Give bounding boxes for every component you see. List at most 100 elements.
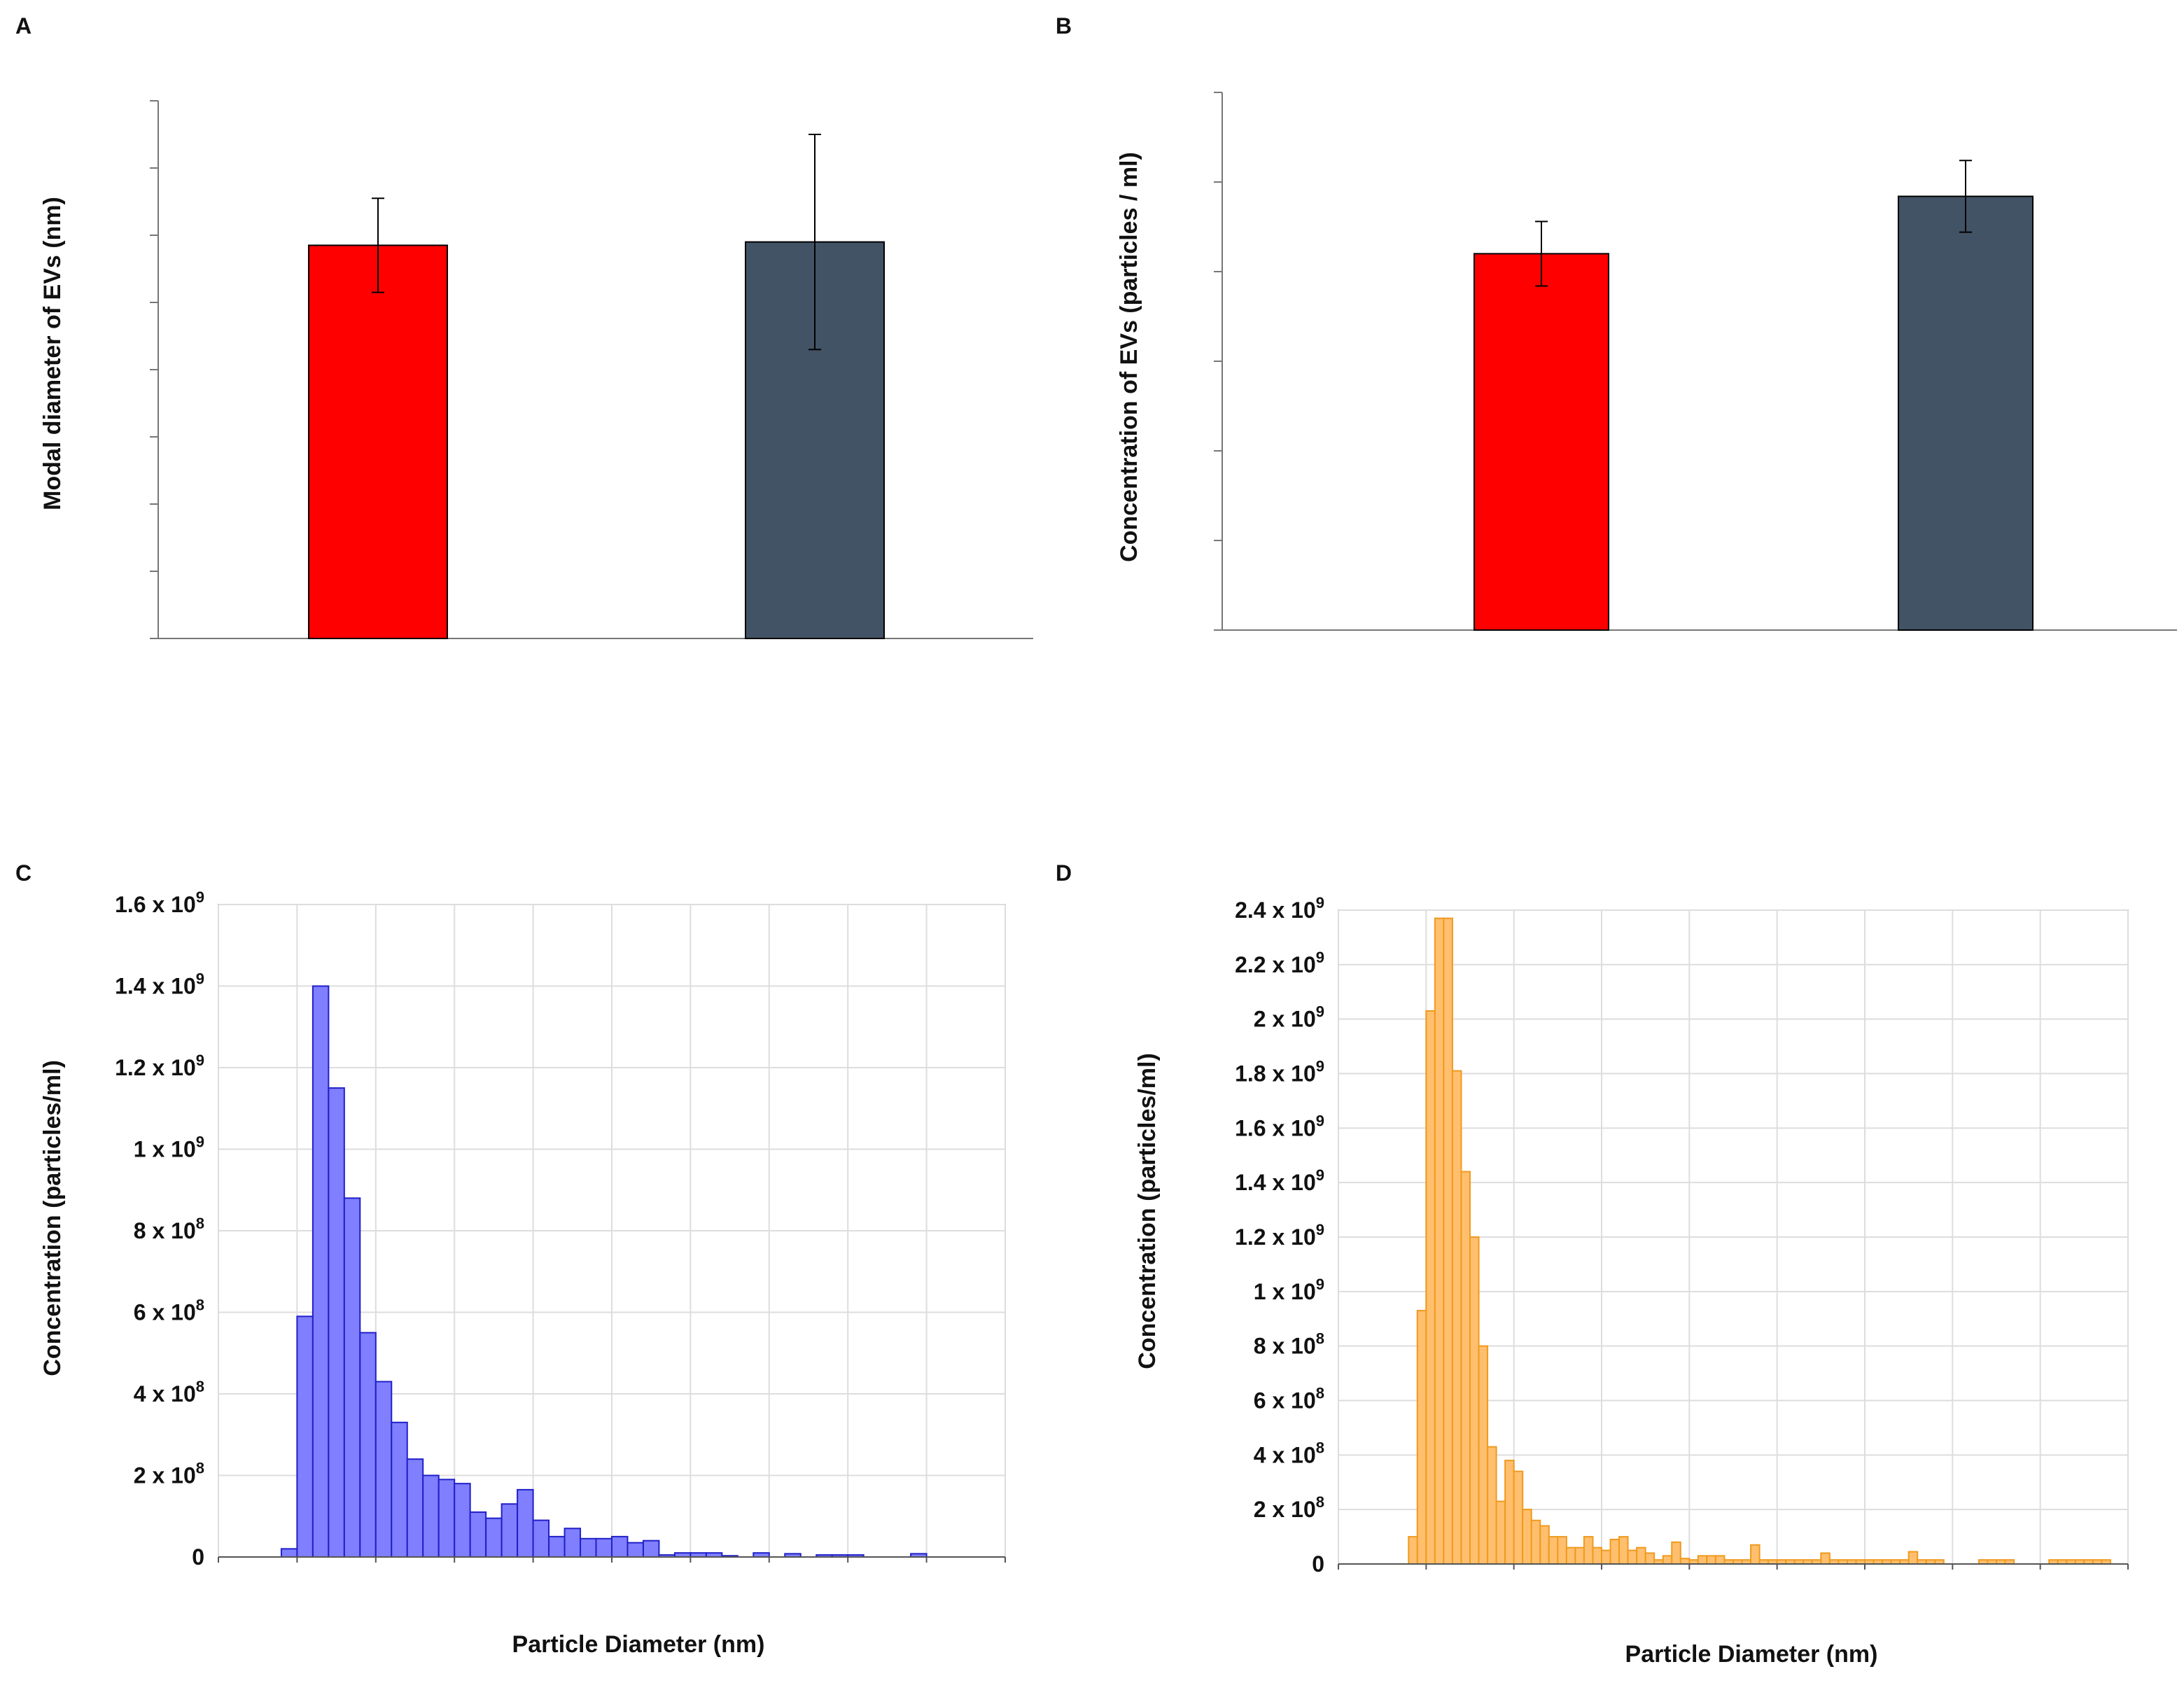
panel-c-histogram-bar: [611, 1535, 629, 1558]
panel-d-y-tick-base: 1.4 x 10: [1235, 1170, 1316, 1195]
panel-b-letter: B: [1056, 13, 1072, 39]
panel-c-histogram-bar: [485, 1517, 503, 1558]
panel-a-letter: A: [15, 13, 31, 39]
panel-d-y-tick-label: 1.4 x 109: [1235, 1166, 1324, 1195]
panel-d-histogram-bar: [1750, 1544, 1760, 1565]
panel-d-histogram-bar: [1416, 1310, 1427, 1565]
panel-b-bar-gbm: [1474, 253, 1609, 631]
panel-c-x-axis-title: Particle Diameter (nm): [512, 1631, 765, 1658]
panel-c-y-tick-base: 6 x 10: [134, 1300, 196, 1325]
panel-d-y-tick-exponent: 8: [1316, 1330, 1324, 1348]
panel-d-y-tick-base: 1.6 x 10: [1235, 1115, 1316, 1140]
panel-c-histogram-bar: [343, 1197, 361, 1558]
panel-c-histogram-bar: [296, 1315, 314, 1558]
panel-d-histogram-bar: [1522, 1509, 1532, 1565]
panel-d-histogram-bar: [1662, 1555, 1673, 1565]
panel-c-histogram-bar: [626, 1542, 644, 1558]
panel-c-y-tick-label: 1 x 109: [134, 1133, 204, 1162]
panel-d-y-tick-label: 0: [1312, 1551, 1324, 1577]
panel-d-histogram-bar: [1820, 1552, 1830, 1565]
panel-d-y-tick-label: 1.6 x 109: [1235, 1112, 1324, 1140]
panel-d-y-tick-exponent: 8: [1316, 1439, 1324, 1456]
panel-d-histogram-bar: [1530, 1519, 1541, 1565]
panel-b-plot: [1214, 92, 2177, 631]
panel-d-y-tick-exponent: 8: [1316, 1493, 1324, 1511]
panel-c-y-tick-base: 0: [192, 1544, 204, 1570]
panel-c-y-tick-label: 1.2 x 109: [115, 1052, 204, 1080]
panel-d-y-tick-base: 2.2 x 10: [1235, 952, 1316, 977]
panel-d-y-tick-exponent: 9: [1316, 1276, 1324, 1293]
panel-d-histogram-bar: [1706, 1555, 1716, 1565]
panel-d-y-tick-label: 8 x 108: [1254, 1330, 1324, 1359]
panel-d-y-tick-base: 2 x 10: [1254, 1007, 1316, 1032]
panel-c-y-tick-exponent: 9: [196, 970, 204, 988]
panel-c-y-tick-exponent: 8: [196, 1215, 204, 1232]
panel-d-histogram-bar: [1627, 1549, 1638, 1565]
panel-d-histogram-bar: [1451, 1070, 1462, 1565]
panel-d-histogram-bar: [1557, 1536, 1567, 1565]
panel-a-y-axis-title: Modal diameter of EVs (nm): [39, 197, 66, 510]
panel-d-histogram-bar: [1460, 1171, 1471, 1565]
panel-d-y-tick-base: 2.4 x 10: [1235, 898, 1316, 923]
panel-d-y-tick-base: 8 x 10: [1254, 1334, 1316, 1359]
panel-c-y-tick-base: 4 x 10: [134, 1381, 196, 1406]
panel-c-y-axis-title: Concentration (particles/ml): [39, 1060, 66, 1376]
panel-c-histogram-bar: [500, 1503, 519, 1558]
panel-c-histogram-bar: [438, 1479, 456, 1558]
panel-d-y-tick-label: 2.4 x 109: [1235, 894, 1324, 923]
panel-b-y-axis-title: Concentration of EVs (particles / ml): [1116, 152, 1142, 562]
panel-d-y-tick-exponent: 9: [1316, 1058, 1324, 1075]
panel-d-y-axis-title: Concentration (particles/ml): [1134, 1053, 1161, 1369]
panel-d-y-tick-exponent: 9: [1316, 1221, 1324, 1238]
panel-d-histogram-bar: [1478, 1345, 1489, 1565]
panel-c-y-tick-label: 6 x 108: [134, 1297, 204, 1325]
panel-c-y-tick-label: 1.6 x 109: [115, 888, 204, 917]
panel-d-y-tick-label: 4 x 108: [1254, 1439, 1324, 1467]
panel-c-histogram-bar: [406, 1458, 424, 1558]
panel-c-y-tick-label: 2 x 108: [134, 1460, 204, 1488]
panel-c-y-tick-label: 0: [192, 1544, 204, 1570]
panel-d-y-tick-label: 1.2 x 109: [1235, 1221, 1324, 1250]
panel-d-histogram-bar: [1618, 1536, 1629, 1565]
panel-c-y-tick-label: 8 x 108: [134, 1215, 204, 1243]
panel-d-histogram-bar: [1495, 1500, 1506, 1565]
panel-c-y-tick-base: 2 x 10: [134, 1463, 196, 1488]
panel-d-y-tick-label: 2.2 x 109: [1235, 949, 1324, 977]
panel-c-y-tick-label: 1.4 x 109: [115, 970, 204, 999]
panel-c-histogram-bar: [595, 1537, 613, 1558]
panel-c-y-tick-exponent: 8: [196, 1297, 204, 1314]
panel-c-y-tick-base: 1.6 x 10: [115, 892, 196, 917]
panel-c-histogram-bar: [532, 1519, 550, 1558]
panel-d-histogram-bar: [1907, 1551, 1919, 1565]
panel-d-histogram-bar: [1487, 1446, 1497, 1565]
panel-d-histogram-bar: [1644, 1552, 1656, 1565]
panel-c-y-tick-exponent: 8: [196, 1378, 204, 1395]
panel-a-bar-chart: A Modal diameter of EVs (nm): [15, 13, 1033, 640]
panel-d-histogram-bar: [1469, 1236, 1480, 1565]
panel-c-histogram-bar: [517, 1488, 534, 1558]
panel-d-y-tick-label: 1 x 109: [1254, 1276, 1324, 1304]
panel-d-histogram-bar: [1408, 1536, 1418, 1565]
panel-c-y-tick-base: 8 x 10: [134, 1218, 196, 1243]
panel-c-letter: C: [15, 860, 31, 886]
panel-d-x-axis-title: Particle Diameter (nm): [1625, 1641, 1878, 1668]
panel-d-y-tick-base: 2 x 10: [1254, 1497, 1316, 1522]
panel-d-histogram-bar: [1679, 1558, 1690, 1565]
panel-c-y-tick-exponent: 9: [196, 1052, 204, 1069]
panel-c-histogram-bar: [374, 1381, 393, 1558]
panel-c-y-tick-label: 4 x 108: [134, 1378, 204, 1406]
panel-d-histogram-bar: [1609, 1538, 1620, 1565]
panel-d-histogram-bar: [1592, 1546, 1602, 1565]
panel-c-histogram-bar: [391, 1421, 408, 1558]
panel-d-histogram-bar: [1425, 1010, 1436, 1565]
panel-c-y-tick-base: 1.4 x 10: [115, 974, 196, 999]
panel-c-histogram-bar: [564, 1528, 582, 1558]
panel-d-y-tick-base: 1.8 x 10: [1235, 1061, 1316, 1087]
panel-d-y-tick-base: 4 x 10: [1254, 1442, 1316, 1467]
panel-c-histogram-bar: [312, 985, 330, 1558]
